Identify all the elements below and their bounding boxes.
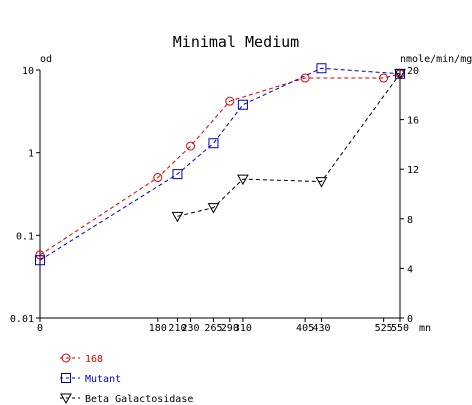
data-point bbox=[394, 69, 406, 80]
x-tick-label: 180 bbox=[149, 323, 167, 334]
x-tick-label: 265 bbox=[204, 323, 222, 334]
legend-marker bbox=[61, 373, 71, 383]
x-tick-label: 0 bbox=[37, 323, 43, 334]
x-tick-label: 310 bbox=[234, 323, 252, 334]
data-point bbox=[208, 138, 219, 149]
series-line bbox=[39, 73, 401, 256]
left-tick-label: 1 bbox=[28, 149, 34, 160]
data-point bbox=[379, 73, 389, 83]
data-point bbox=[35, 255, 45, 266]
left-tick-label: 0.1 bbox=[16, 231, 34, 242]
x-tick-label: 230 bbox=[182, 323, 200, 334]
chart-title: Minimal Medium bbox=[173, 33, 299, 51]
right-tick-label: 0 bbox=[407, 314, 413, 325]
right-tick-label: 16 bbox=[407, 116, 419, 127]
data-point bbox=[172, 169, 183, 180]
right-tick-label: 12 bbox=[407, 165, 419, 176]
data-point bbox=[186, 141, 196, 151]
x-tick-label: 210 bbox=[168, 323, 186, 334]
data-point bbox=[237, 99, 248, 110]
legend-item: Beta Galactosidase bbox=[60, 393, 193, 405]
x-tick-label: 405 bbox=[296, 323, 314, 334]
data-point bbox=[171, 211, 184, 223]
legend-label: Mutant bbox=[85, 374, 121, 385]
legend-marker bbox=[61, 353, 71, 363]
legend: 168 Mutant Beta Galactosidase bbox=[60, 353, 193, 405]
data-point bbox=[207, 203, 220, 214]
legend-item: 168 bbox=[60, 353, 103, 365]
data-point bbox=[153, 173, 163, 183]
series-mutant bbox=[35, 63, 405, 266]
series-beta-galactosidase bbox=[171, 69, 406, 223]
x-tick-label: 430 bbox=[312, 323, 330, 334]
legend-marker bbox=[60, 393, 72, 405]
series-line bbox=[177, 73, 401, 217]
data-point bbox=[316, 63, 327, 74]
left-tick-label: 0.01 bbox=[10, 314, 34, 325]
data-point bbox=[315, 177, 328, 188]
data-point bbox=[225, 96, 235, 106]
right-tick-label: 8 bbox=[407, 215, 413, 226]
series-line bbox=[39, 67, 401, 261]
series-layer bbox=[35, 63, 406, 266]
data-point bbox=[237, 174, 249, 186]
series-168 bbox=[35, 69, 405, 260]
left-axis-label: od bbox=[40, 54, 52, 65]
data-point bbox=[35, 250, 45, 260]
x-tick-label: 525 bbox=[375, 323, 393, 334]
x-axis-unit-label: mn bbox=[419, 323, 431, 334]
x-tick-label: 290 bbox=[221, 323, 239, 334]
legend-label: Beta Galactosidase bbox=[85, 394, 193, 405]
legend-item: Mutant bbox=[60, 373, 121, 385]
x-tick-label: 550 bbox=[391, 323, 409, 334]
right-tick-label: 20 bbox=[407, 66, 419, 77]
left-tick-label: 10 bbox=[22, 66, 34, 77]
right-axis-label: nmole/min/mg bbox=[400, 54, 472, 65]
legend-label: 168 bbox=[85, 354, 103, 365]
right-tick-label: 4 bbox=[407, 264, 413, 275]
